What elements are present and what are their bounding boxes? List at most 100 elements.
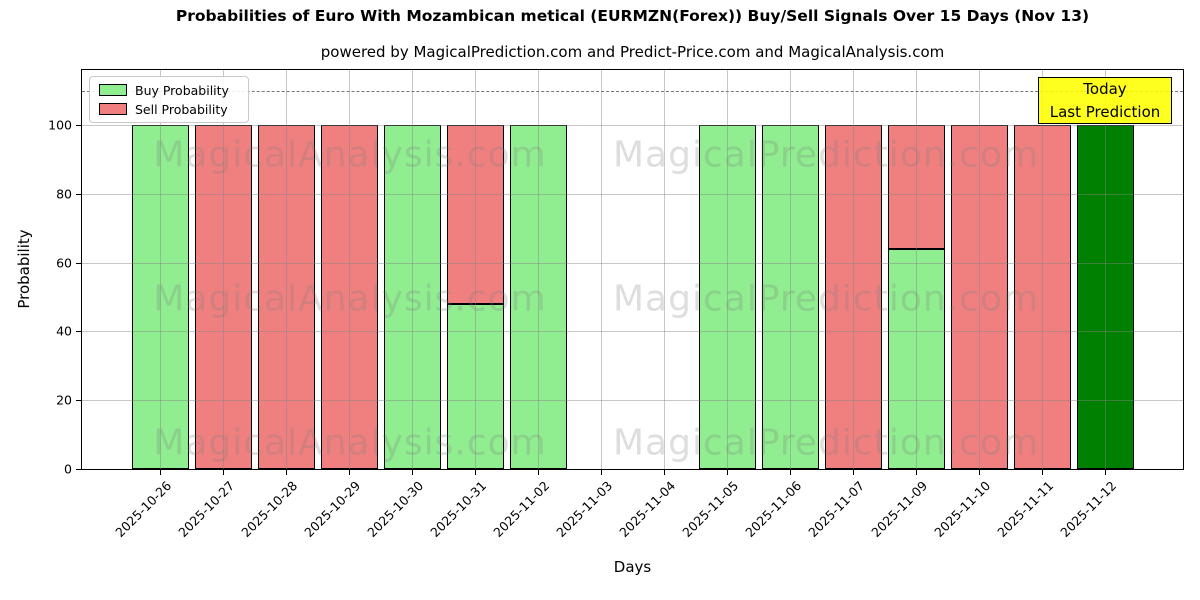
watermark-analysis-1: MagicalAnalysis.com: [153, 278, 547, 320]
gridline-x-2025-10-28: [286, 70, 287, 469]
xtick-label-2025-11-04: 2025-11-04: [616, 478, 679, 540]
ytick-mark-0: [76, 469, 82, 470]
ytick-mark-100: [76, 125, 82, 127]
gridline-x-2025-10-31: [475, 70, 476, 469]
xtick-label-2025-11-07: 2025-11-07: [805, 478, 868, 540]
watermark-prediction-0: MagicalPrediction.com: [613, 134, 1039, 176]
ytick-mark-40: [76, 331, 82, 333]
bar-buy-2025-10-30: [383, 125, 441, 469]
ytick-label-40: 40: [56, 323, 72, 339]
gridline-x-2025-11-02: [538, 70, 539, 469]
ytick-label-100: 100: [48, 117, 72, 133]
xtick-label-2025-10-27: 2025-10-27: [175, 478, 238, 540]
bar-sell-2025-11-11: [1013, 125, 1071, 469]
bar-sell-2025-10-29: [320, 125, 378, 469]
bar-buy-2025-10-31: [446, 303, 504, 469]
plot-area: MagicalAnalysis.com MagicalPrediction.com…: [81, 69, 1184, 470]
gridline-y-20: [82, 400, 1183, 402]
legend: Buy Probability Sell Probability: [89, 76, 249, 123]
gridline-x-2025-11-07: [853, 70, 854, 469]
watermark-layer: MagicalAnalysis.com MagicalPrediction.com…: [82, 70, 1183, 469]
xtick-label-2025-11-05: 2025-11-05: [679, 478, 742, 540]
xtick-label-2025-10-28: 2025-10-28: [238, 478, 301, 540]
gridline-y-60: [82, 262, 1183, 264]
watermark-analysis-0: MagicalAnalysis.com: [153, 134, 547, 176]
xtick-label-2025-11-09: 2025-11-09: [868, 478, 931, 540]
xtick-mark-2025-11-07: [853, 470, 854, 475]
bar-sell-2025-11-09: [887, 125, 945, 249]
gridline-x-2025-10-29: [349, 70, 350, 469]
bar-buy-2025-11-05: [698, 125, 756, 469]
y-axis-title-text: Probability: [15, 229, 33, 309]
xtick-label-2025-11-10: 2025-11-10: [931, 478, 994, 540]
today-annotation-line2: Last Prediction: [1049, 102, 1161, 121]
ytick-label-0: 0: [64, 461, 72, 477]
today-annotation-line1: Today: [1083, 80, 1127, 98]
legend-swatch-buy: [99, 84, 127, 96]
ytick-label-20: 20: [56, 392, 72, 408]
bar-sell-2025-10-31: [446, 125, 504, 304]
x-axis-title: Days: [613, 558, 652, 576]
legend-entry-buy: Buy Probability: [99, 82, 239, 98]
bar-sell-2025-11-10: [950, 125, 1008, 469]
bar-buy-2025-11-02: [509, 125, 567, 469]
threshold-dashed-line: [82, 90, 1183, 92]
bars-layer: [82, 70, 1183, 469]
ytick-mark-20: [76, 400, 82, 402]
xtick-label-2025-10-31: 2025-10-31: [427, 478, 490, 540]
xtick-label-2025-11-06: 2025-11-06: [742, 478, 805, 540]
xtick-mark-2025-10-26: [160, 470, 161, 475]
bar-buy-2025-11-06: [761, 125, 819, 469]
bar-sell-2025-10-28: [257, 125, 315, 469]
chart-title: Probabilities of Euro With Mozambican me…: [175, 7, 1090, 25]
xtick-label-2025-10-26: 2025-10-26: [112, 478, 175, 540]
ytick-label-80: 80: [56, 186, 72, 202]
gridline-x-2025-11-12: [1105, 70, 1106, 469]
xtick-label-2025-11-03: 2025-11-03: [553, 478, 616, 540]
xtick-mark-2025-11-11: [1042, 470, 1043, 475]
gridline-x-2025-10-27: [223, 70, 224, 469]
ytick-mark-80: [76, 193, 82, 195]
xtick-mark-2025-10-29: [349, 470, 350, 475]
gridline-x-2025-10-26: [160, 70, 161, 469]
gridline-x-2025-11-10: [979, 70, 980, 469]
xtick-mark-2025-11-05: [727, 470, 728, 475]
watermark-analysis-2: MagicalAnalysis.com: [153, 422, 547, 464]
grid-layer: [82, 70, 1183, 469]
legend-swatch-sell: [99, 103, 127, 115]
gridline-x-2025-11-09: [916, 70, 917, 469]
gridline-y-100: [82, 125, 1183, 127]
xtick-label-2025-10-29: 2025-10-29: [301, 478, 364, 540]
xtick-mark-2025-11-09: [916, 470, 917, 475]
xtick-mark-2025-11-10: [979, 470, 980, 475]
xtick-mark-2025-11-03: [601, 470, 602, 475]
legend-label-sell: Sell Probability: [135, 101, 228, 117]
gridline-x-2025-11-04: [664, 70, 665, 469]
bar-buy-2025-11-09: [887, 248, 945, 469]
bar-buy-2025-11-12: [1076, 125, 1134, 469]
xtick-label-2025-10-30: 2025-10-30: [364, 478, 427, 540]
xtick-mark-2025-11-12: [1105, 470, 1106, 475]
xtick-mark-2025-11-02: [538, 470, 539, 475]
xtick-mark-2025-11-04: [664, 470, 665, 475]
gridline-y-40: [82, 331, 1183, 333]
bar-sell-2025-10-27: [194, 125, 252, 469]
xtick-mark-2025-10-31: [475, 470, 476, 475]
gridline-x-2025-11-11: [1042, 70, 1043, 469]
gridline-x-2025-11-03: [601, 70, 602, 469]
watermark-prediction-2: MagicalPrediction.com: [613, 422, 1039, 464]
today-annotation: Today Last Prediction: [1038, 77, 1172, 124]
xtick-label-2025-11-02: 2025-11-02: [490, 478, 553, 540]
xtick-mark-2025-10-28: [286, 470, 287, 475]
legend-entry-sell: Sell Probability: [99, 101, 239, 117]
xtick-label-2025-11-12: 2025-11-12: [1057, 478, 1120, 540]
gridline-x-2025-10-30: [412, 70, 413, 469]
watermark-prediction-1: MagicalPrediction.com: [613, 278, 1039, 320]
gridline-x-2025-11-06: [790, 70, 791, 469]
legend-label-buy: Buy Probability: [135, 82, 229, 98]
gridline-y-80: [82, 193, 1183, 195]
ytick-mark-60: [76, 262, 82, 264]
xtick-label-2025-11-11: 2025-11-11: [994, 478, 1057, 540]
xtick-mark-2025-10-30: [412, 470, 413, 475]
